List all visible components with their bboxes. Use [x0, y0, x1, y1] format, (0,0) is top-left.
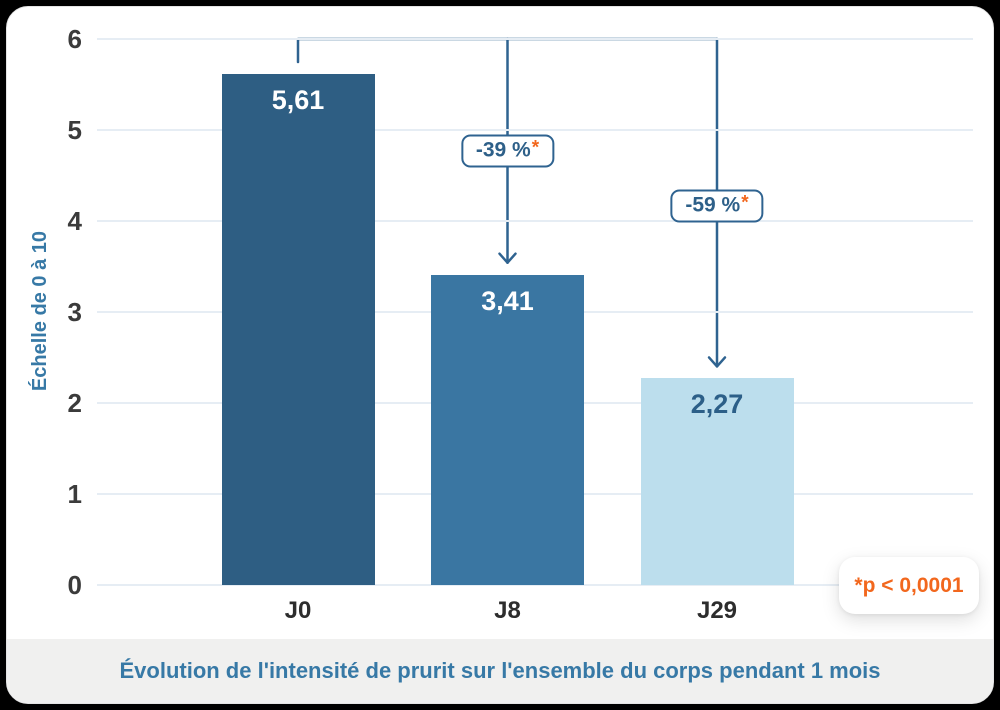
p-value-badge: *p < 0,0001 — [839, 557, 979, 614]
gridline — [97, 129, 973, 131]
x-category-label: J0 — [284, 597, 312, 624]
y-tick-label: 0 — [67, 570, 82, 600]
gridline — [97, 38, 973, 40]
significance-star: * — [531, 137, 540, 159]
bar — [640, 378, 794, 585]
percent-change-badge: -59 %* — [670, 189, 764, 223]
percent-change-badge: -39 %* — [460, 134, 555, 168]
bar — [221, 74, 375, 585]
bar-value-label: 3,41 — [481, 285, 534, 316]
p-value-text: *p < 0,0001 — [854, 573, 964, 597]
y-tick-label: 4 — [67, 206, 82, 236]
chart-caption: Évolution de l'intensité de prurit sur l… — [119, 658, 881, 683]
x-category-label: J8 — [494, 597, 521, 624]
bar — [431, 274, 584, 585]
percent-change-text: -59 % — [685, 193, 741, 217]
caption-band: Évolution de l'intensité de prurit sur l… — [7, 639, 993, 703]
arrowhead-icon — [707, 356, 727, 368]
y-tick-label: 5 — [67, 115, 82, 145]
significance-star: * — [741, 192, 749, 214]
x-category-label: J29 — [696, 597, 738, 624]
bar-value-label: 2,27 — [690, 389, 744, 420]
gridline — [97, 220, 973, 222]
percent-change-text: -39 % — [475, 138, 531, 162]
bracket-line — [296, 37, 719, 64]
y-tick-label: 2 — [67, 388, 82, 418]
bar-value-label: 5,61 — [271, 85, 325, 116]
plot-area: Échelle de 0 à 10 0 1 2 3 4 5 6 5,61 J0 3,41 J8 2,2… — [7, 7, 993, 639]
y-tick-label: 1 — [67, 479, 82, 509]
y-tick-label: 6 — [67, 24, 82, 54]
gridline — [97, 584, 973, 586]
arrowhead-icon — [498, 252, 517, 264]
chart-card: Échelle de 0 à 10 0 1 2 3 4 5 6 5,61 J0 3,41 J8 2,2… — [6, 6, 994, 704]
y-tick-label: 3 — [67, 297, 82, 327]
